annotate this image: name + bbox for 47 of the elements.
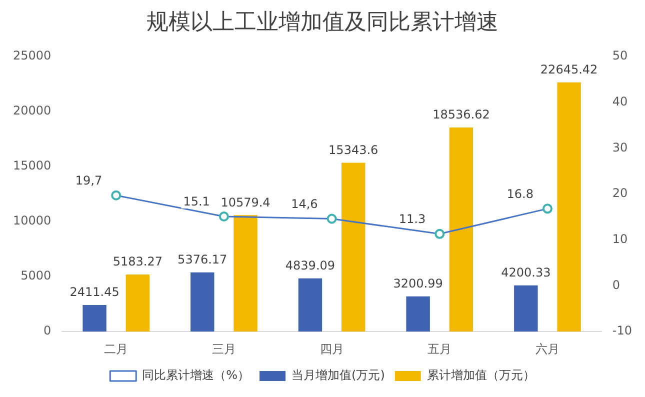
x-tick-label: 六月 [535, 342, 560, 356]
legend-label: 当月增加值(万元) [292, 368, 385, 382]
bar [557, 82, 581, 332]
data-label: 15343.6 [328, 142, 378, 157]
bar [82, 305, 106, 332]
y2-tick-label: 0 [612, 278, 620, 292]
data-label: 4200.33 [501, 265, 551, 280]
y2-tick-label: 20 [612, 186, 628, 200]
data-label: 3200.99 [393, 276, 443, 290]
x-tick-label: 三月 [212, 342, 236, 356]
bar [449, 128, 474, 332]
bar [298, 278, 322, 332]
bar [234, 215, 258, 332]
legend-label: 同比累计增速（%） [142, 368, 250, 382]
y-tick-label: 25000 [12, 48, 52, 63]
y-tick-label: 10000 [12, 214, 52, 228]
bar [514, 285, 538, 332]
data-label: 11.3 [398, 212, 426, 226]
y-tick-label: 15000 [12, 158, 52, 173]
data-label: 5183.27 [112, 254, 162, 269]
data-label: 22645.42 [540, 62, 598, 76]
chart-title: 规模以上工业增加值及同比累计增速 [146, 10, 498, 35]
x-tick-label: 二月 [104, 342, 128, 356]
y2-tick-label: 10 [612, 232, 628, 246]
data-label: 16.8 [506, 186, 534, 201]
data-label: 18536.62 [432, 108, 490, 122]
bar [341, 162, 366, 332]
x-tick-label: 四月 [320, 342, 344, 356]
bar [406, 296, 430, 332]
y-tick-label: 0 [44, 324, 52, 338]
y-tick-label: 20000 [12, 104, 52, 118]
data-label: 14,6 [291, 196, 318, 211]
y2-tick-label: 40 [612, 94, 628, 108]
legend-label: 累计增加值（万元） [426, 368, 535, 382]
data-label: 10579.4 [220, 195, 270, 210]
y2-tick-label: -10 [612, 324, 632, 338]
data-label: 2411.45 [70, 285, 120, 300]
data-label: 15.1 [183, 194, 210, 209]
data-label: 19,7 [75, 174, 102, 188]
data-label: 5376.17 [178, 252, 228, 267]
x-tick-label: 五月 [428, 342, 452, 356]
y2-tick-label: 50 [612, 48, 628, 63]
y2-tick-label: 30 [612, 140, 628, 154]
data-label: 4839.09 [285, 258, 336, 272]
y-tick-label: 5000 [20, 268, 52, 283]
bar [126, 274, 150, 332]
bar [190, 272, 214, 332]
